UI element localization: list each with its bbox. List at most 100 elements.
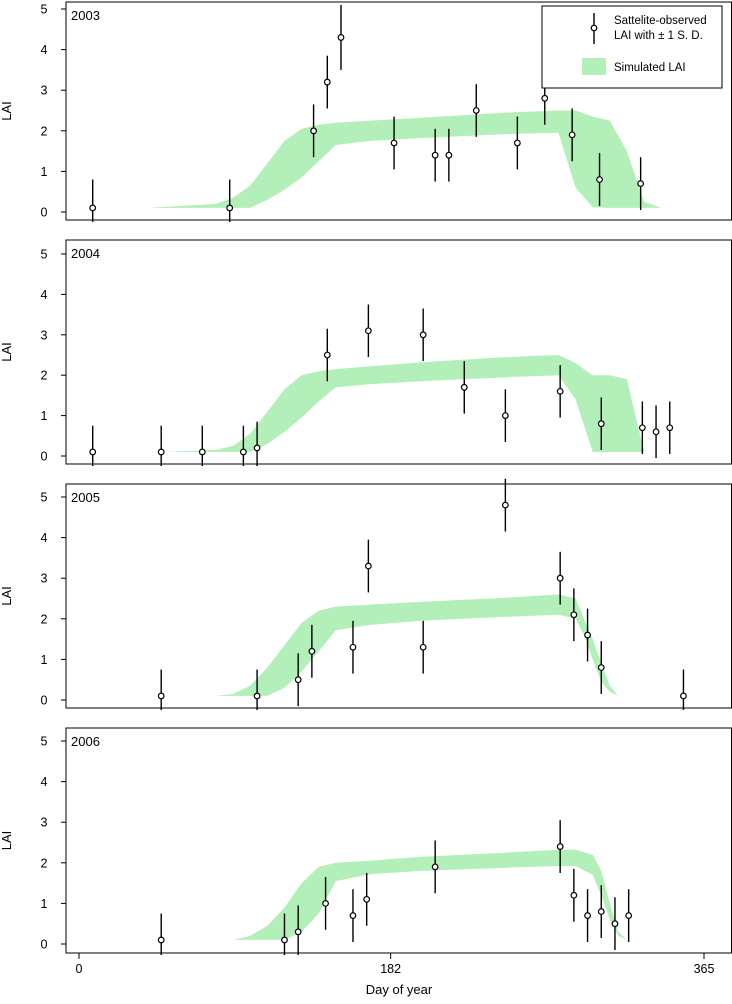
observed-point <box>364 327 372 335</box>
observed-point <box>294 676 302 684</box>
y-tick-label: 3 <box>41 84 48 98</box>
panel-2005: 0 1 2 3 4 5 LAI 2005 <box>0 478 732 710</box>
observed-point <box>596 176 603 183</box>
y-tick-label: 4 <box>41 288 48 302</box>
observed-point <box>501 412 509 420</box>
observed-point <box>541 94 549 102</box>
y-tick-label: 1 <box>41 165 48 179</box>
y-axis-label: LAI <box>0 831 14 851</box>
y-tick-label: 1 <box>41 409 48 423</box>
observed-point <box>460 383 468 391</box>
x-axis-label: Day of year <box>366 982 433 997</box>
legend-observed-label-line2: LAI with ± 1 S. D. <box>614 30 703 42</box>
legend-simulated-label: Simulated LAI <box>614 62 686 74</box>
panel-frame <box>65 483 732 709</box>
observed-point <box>638 424 646 432</box>
legend-point-symbol <box>590 24 598 32</box>
observed-point <box>337 34 345 41</box>
observed-point <box>501 501 509 509</box>
observed-point <box>431 151 439 159</box>
observed-point <box>157 692 165 700</box>
y-tick-label: 0 <box>41 694 48 708</box>
observed-point <box>597 664 605 671</box>
y-tick-label: 1 <box>41 653 48 667</box>
observed-point <box>363 895 371 903</box>
y-tick-label: 5 <box>41 491 48 505</box>
y-tick-label: 4 <box>41 43 48 57</box>
legend-simulated-swatch <box>582 58 606 75</box>
observed-point <box>89 448 97 456</box>
observed-point <box>253 692 261 700</box>
observed-point <box>89 204 97 212</box>
y-axis-label: LAI <box>0 342 14 362</box>
x-tick-label: 182 <box>380 962 401 976</box>
panel-year-label: 2005 <box>71 490 100 505</box>
legend-box <box>541 5 723 89</box>
y-tick-label: 1 <box>41 897 48 911</box>
observed-point <box>390 139 398 147</box>
observed-point <box>570 891 578 899</box>
observed-point <box>419 643 427 651</box>
observed-point <box>570 611 578 619</box>
observed-point <box>419 331 427 339</box>
y-tick-label: 5 <box>41 3 48 17</box>
y-tick-label: 5 <box>41 248 48 262</box>
observed-point <box>556 843 564 850</box>
simulated-lai-band <box>79 849 696 940</box>
observed-point <box>584 631 591 639</box>
x-axis: 0 182 365 Day of year <box>76 953 715 997</box>
observed-point <box>364 562 372 570</box>
observed-point <box>625 912 633 919</box>
y-tick-label: 0 <box>41 450 48 464</box>
observed-point <box>323 351 331 359</box>
y-tick-label: 2 <box>41 369 48 383</box>
observed-point <box>513 139 521 147</box>
y-tick-label: 2 <box>41 124 48 138</box>
observed-point <box>556 574 564 582</box>
observed-point <box>652 428 660 436</box>
x-tick-label: 0 <box>76 962 83 976</box>
y-tick-label: 5 <box>41 735 48 749</box>
observed-point <box>281 936 288 944</box>
observed-point <box>445 151 453 159</box>
observed-point <box>431 863 439 871</box>
observed-point <box>157 448 165 456</box>
panel-year-label: 2003 <box>71 8 100 23</box>
observed-point <box>556 387 564 395</box>
observed-point <box>349 643 357 651</box>
y-tick-label: 2 <box>41 856 48 870</box>
panel-frame <box>65 727 732 954</box>
simulated-lai-band <box>79 355 696 452</box>
observed-point <box>322 900 329 907</box>
observed-point <box>637 180 645 187</box>
x-tick-label: 365 <box>694 962 715 976</box>
observed-point <box>597 908 605 915</box>
panel-2004: 0 1 2 3 4 5 LAI 2004 <box>0 239 732 466</box>
observed-point <box>584 912 591 919</box>
observed-point <box>323 78 331 86</box>
y-tick-label: 0 <box>41 938 48 952</box>
observed-point <box>597 420 605 428</box>
observed-point <box>472 107 480 114</box>
observed-point <box>239 448 247 456</box>
panel-2006: 0 1 2 3 4 5 LAI 2006 <box>0 727 732 955</box>
observed-point <box>568 131 576 139</box>
y-tick-label: 3 <box>41 328 48 342</box>
y-tick-label: 4 <box>41 531 48 545</box>
observed-point <box>253 444 261 452</box>
y-tick-label: 4 <box>41 775 48 789</box>
observed-point <box>310 127 317 135</box>
observed-point <box>294 928 302 936</box>
observed-point <box>666 424 674 432</box>
legend: Sattelite-observed LAI with ± 1 S. D. Si… <box>541 5 723 89</box>
y-tick-label: 3 <box>41 816 48 830</box>
simulated-lai-band <box>79 110 696 208</box>
y-tick-label: 0 <box>41 206 48 220</box>
observed-point <box>308 647 316 655</box>
y-tick-label: 2 <box>41 612 48 626</box>
y-axis-label: LAI <box>0 586 14 606</box>
panel-year-label: 2006 <box>71 734 100 749</box>
observed-point <box>611 920 619 928</box>
panel-year-label: 2004 <box>71 246 100 261</box>
